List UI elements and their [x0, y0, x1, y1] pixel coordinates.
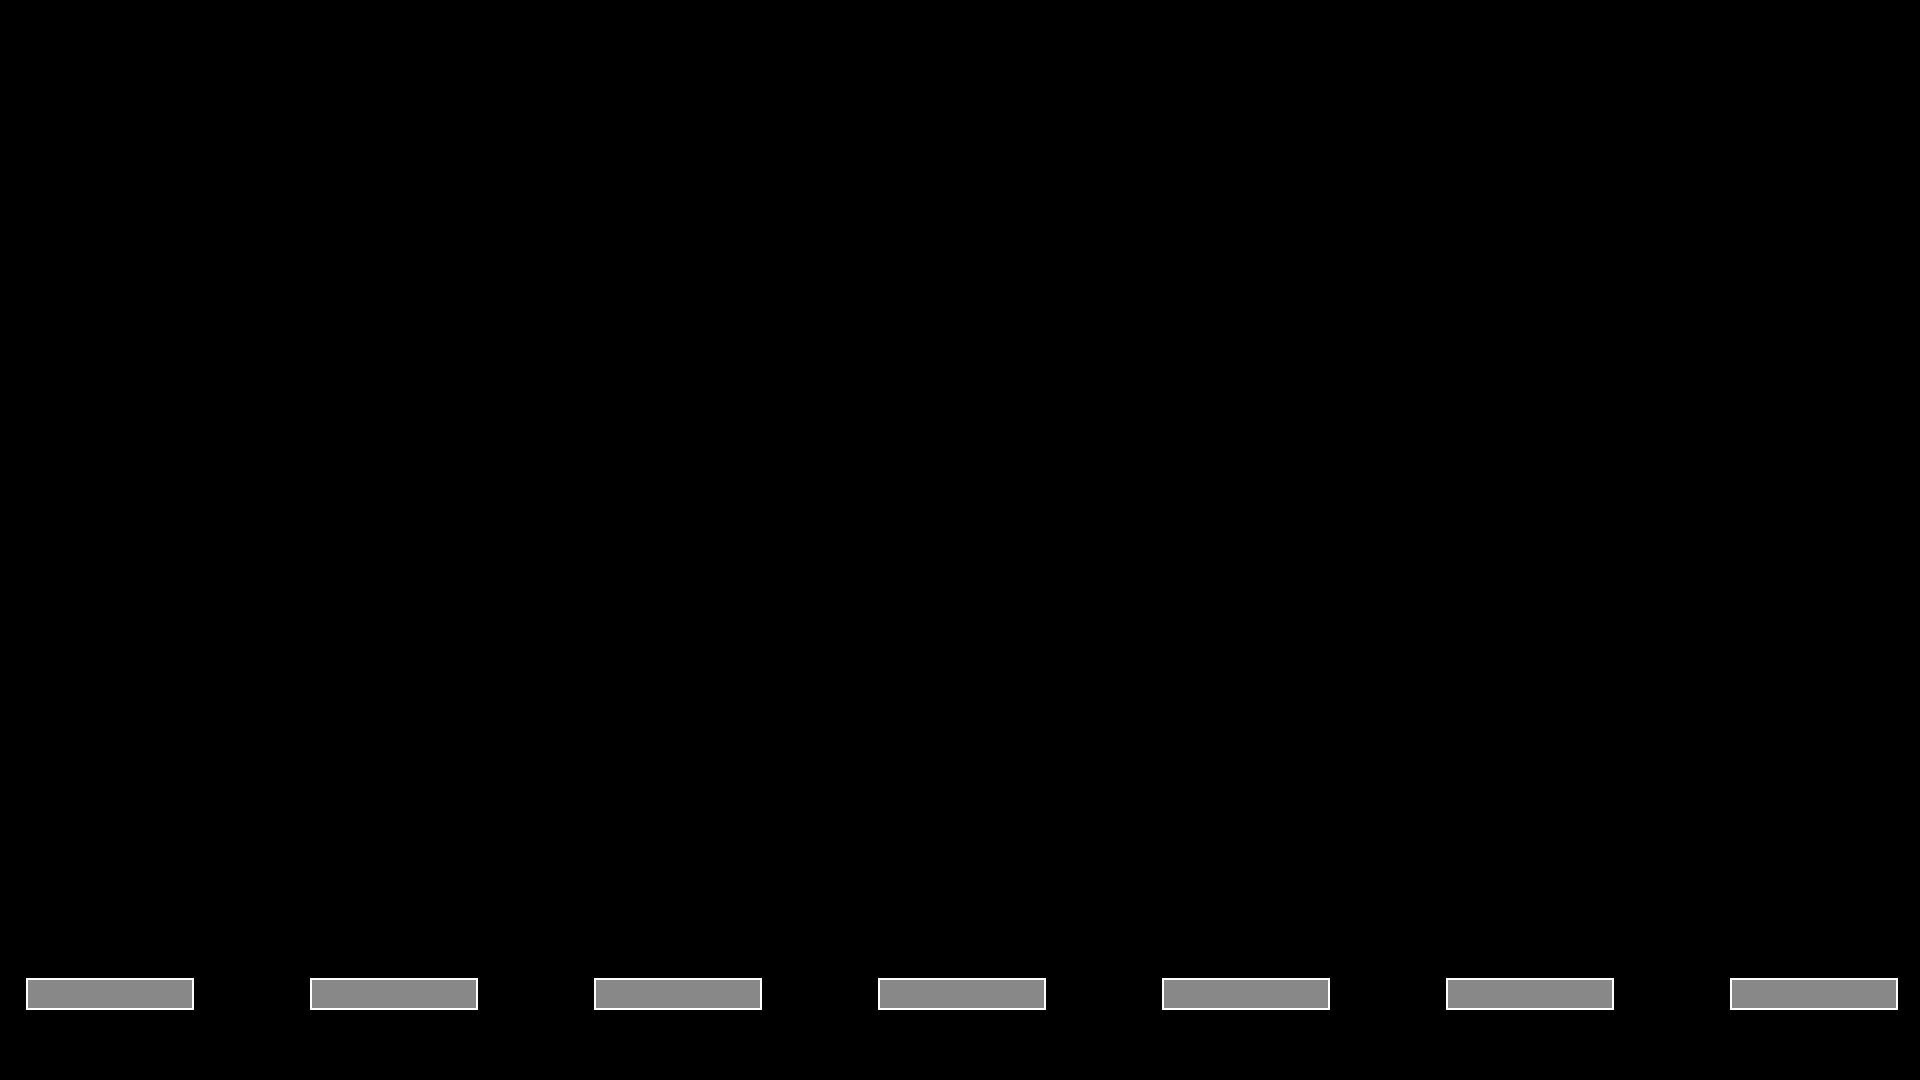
legend-swatch-high-probability [878, 978, 1046, 1010]
legend-swatch-moderate-greater [1162, 978, 1330, 1010]
legend-item-moderate-greater [1106, 960, 1386, 1020]
legend-bar [0, 960, 1920, 1080]
legend-swatch-low-probability [310, 978, 478, 1010]
legend-swatch-night-icing [1730, 978, 1898, 1010]
legend-item-high-probability [822, 960, 1102, 1020]
legend-swatch-heavy-icing [1446, 978, 1614, 1010]
legend-item-med-probability [538, 960, 818, 1020]
legend-swatch-med-probability [594, 978, 762, 1010]
legend-swatch-no-icing-retrieval [26, 978, 194, 1010]
legend-item-low-probability [254, 960, 534, 1020]
legend-item-no-icing-retrieval [0, 960, 250, 1020]
legend-item-night-icing [1674, 960, 1920, 1020]
map-canvas [0, 0, 1920, 960]
world-icing-map [0, 0, 1920, 960]
legend-item-heavy-icing [1390, 960, 1670, 1020]
